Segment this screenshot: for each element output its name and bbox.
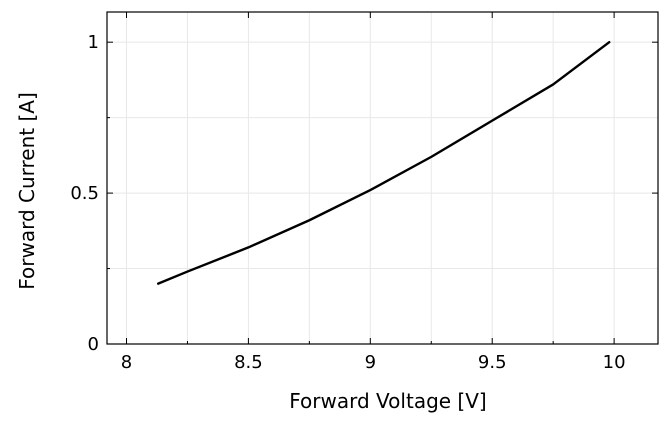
x-tick-label: 9.5 [478, 352, 507, 373]
tick-layer [107, 12, 658, 344]
x-tick-label: 9 [365, 352, 376, 373]
x-axis-label: Forward Voltage [V] [289, 389, 486, 413]
forward-current-curve [158, 42, 609, 283]
plot-frame [107, 12, 658, 344]
y-tick-label: 0 [88, 334, 99, 355]
y-axis-label: Forward Current [A] [15, 92, 39, 290]
grid-layer [107, 12, 658, 344]
y-tick-label: 1 [88, 32, 99, 53]
x-tick-label: 10 [603, 352, 626, 373]
x-tick-label: 8 [121, 352, 132, 373]
x-tick-label: 8.5 [234, 352, 263, 373]
label-layer: 8 8.5 9 9.5 10 0 0.5 1 [70, 32, 625, 373]
series-layer [158, 42, 609, 283]
y-tick-label: 0.5 [70, 183, 99, 204]
